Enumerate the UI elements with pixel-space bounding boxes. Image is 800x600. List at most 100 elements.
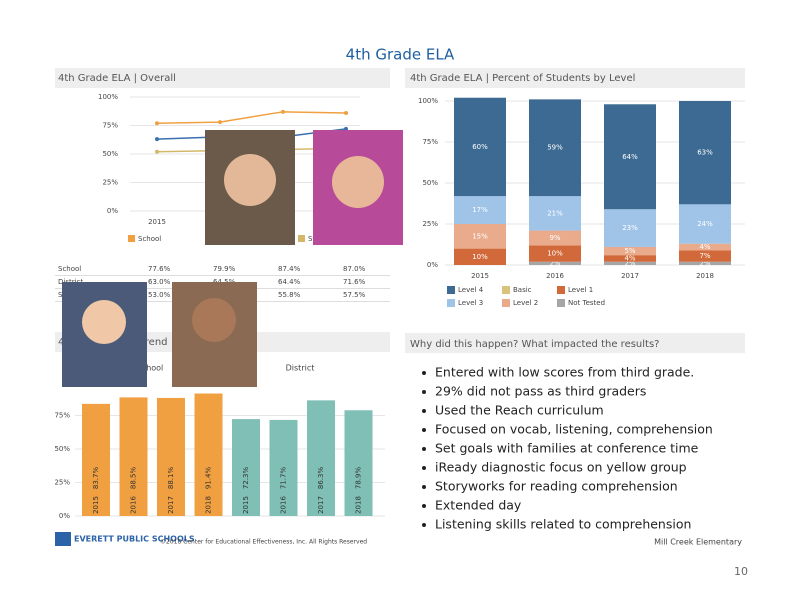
panel-title: 4th Grade ELA | Overall: [58, 73, 176, 84]
legend-swatch: [502, 286, 510, 294]
bar-segment: [679, 243, 731, 251]
data-label: 7%: [699, 252, 710, 260]
legend-swatch: [502, 299, 510, 307]
data-label: 2%: [699, 259, 710, 267]
bar-segment: [679, 250, 731, 262]
panel-header: [405, 68, 745, 88]
table-cell: 77.6%: [148, 265, 171, 273]
data-label: 83.7%: [92, 467, 100, 490]
bullet-text: 29% did not pass as third graders: [435, 384, 646, 399]
bullet-dot: [422, 523, 426, 527]
panel-title: 4th Grade ELA | Percent of Students by L…: [410, 73, 635, 84]
y-tick-label: 25%: [422, 220, 438, 228]
logo-text: EVERETT PUBLIC SCHOOLS: [74, 535, 195, 544]
y-tick-label: 50%: [102, 150, 118, 158]
data-label: 23%: [622, 224, 638, 232]
bullet-text: Storyworks for reading comprehension: [435, 479, 678, 494]
bullet-text: Entered with low scores from third grade…: [435, 365, 694, 380]
panel-header: [405, 333, 745, 353]
bar: [344, 410, 373, 516]
point: [155, 121, 159, 126]
bullet-dot: [422, 371, 426, 375]
data-label: 59%: [547, 144, 563, 152]
bar-segment: [604, 261, 656, 265]
photo: [82, 300, 126, 344]
data-label: 71.7%: [280, 467, 288, 490]
point: [155, 137, 159, 142]
bar: [307, 400, 335, 516]
bar-segment: [604, 246, 656, 256]
legend-swatch: [447, 299, 455, 307]
y-tick-label: 75%: [422, 138, 438, 146]
x-tick-label: 2017: [621, 272, 639, 280]
point: [155, 149, 159, 154]
data-label: 2%: [624, 259, 635, 267]
legend-label: Not Tested: [568, 299, 605, 307]
data-label: 2%: [549, 259, 560, 267]
photo: [332, 156, 384, 208]
bar-segment: [604, 255, 656, 262]
point: [344, 110, 348, 115]
bar-segment: [604, 104, 656, 210]
bar-segment: [454, 224, 506, 249]
x-tick-label: 2018: [696, 272, 714, 280]
bar-segment: [679, 204, 731, 244]
y-tick-label: 25%: [102, 179, 118, 187]
table-cell: 63.0%: [148, 278, 171, 286]
data-label: 21%: [547, 209, 563, 217]
x-tick-label: 2016: [546, 272, 564, 280]
bar-segment: [529, 230, 581, 246]
bar-segment: [604, 209, 656, 247]
bar-segment: [529, 196, 581, 231]
table-cell: 57.5%: [343, 291, 366, 299]
bar-segment: [529, 245, 581, 262]
bullet-dot: [422, 504, 426, 508]
y-tick-label: 0%: [59, 512, 70, 520]
table-cell: 53.0%: [148, 291, 171, 299]
page-number: 10: [734, 565, 748, 578]
photo: [192, 298, 236, 342]
bar-category: 2018: [355, 496, 363, 514]
legend-swatch: [447, 286, 455, 294]
bullet-text: Extended day: [435, 498, 522, 513]
data-label: 88.1%: [167, 467, 175, 490]
bar-category: 2015: [242, 496, 250, 514]
legend-label: Level 2: [513, 299, 538, 307]
bullet-text: Listening skills related to comprehensio…: [435, 517, 691, 532]
bar-segment: [529, 99, 581, 197]
legend-swatch: [557, 286, 565, 294]
legend-label: Level 1: [568, 286, 593, 294]
panel-header: [55, 68, 390, 88]
legend-swatch: [557, 299, 565, 307]
data-label: 10%: [472, 253, 488, 261]
legend-label: Level 4: [458, 286, 484, 294]
photos: [62, 130, 403, 387]
bar: [82, 403, 110, 516]
bullet-dot: [422, 390, 426, 394]
point: [344, 126, 348, 131]
y-tick-label: 0%: [427, 261, 438, 269]
content: 4th Grade ELA | Overall 0% 25% 50% 75% 100% 20…: [54, 73, 745, 532]
data-label: 17%: [472, 206, 488, 214]
logo-mark: [55, 532, 71, 546]
photo: [224, 154, 276, 206]
table-cell: 79.9%: [213, 265, 236, 273]
bar: [232, 419, 260, 516]
y-tick-label: 75%: [54, 412, 70, 420]
data-label: 63%: [697, 149, 713, 157]
bar-segment: [454, 248, 506, 265]
y-tick-label: 25%: [54, 479, 70, 487]
bar: [119, 397, 148, 516]
bar-category: 2018: [205, 496, 213, 514]
table-cell: School: [58, 265, 81, 273]
bar-segment: [679, 101, 731, 205]
bullet-text: Set goals with families at conference ti…: [435, 441, 699, 456]
notes-header: Why did this happen? What impacted the r…: [410, 339, 659, 350]
table-cell: 71.6%: [343, 278, 366, 286]
data-label: 64%: [622, 153, 638, 161]
data-label: 4%: [699, 243, 710, 251]
data-label: 5%: [624, 247, 635, 255]
bar-category: 2015: [92, 496, 100, 514]
y-tick-label: 100%: [98, 93, 118, 101]
